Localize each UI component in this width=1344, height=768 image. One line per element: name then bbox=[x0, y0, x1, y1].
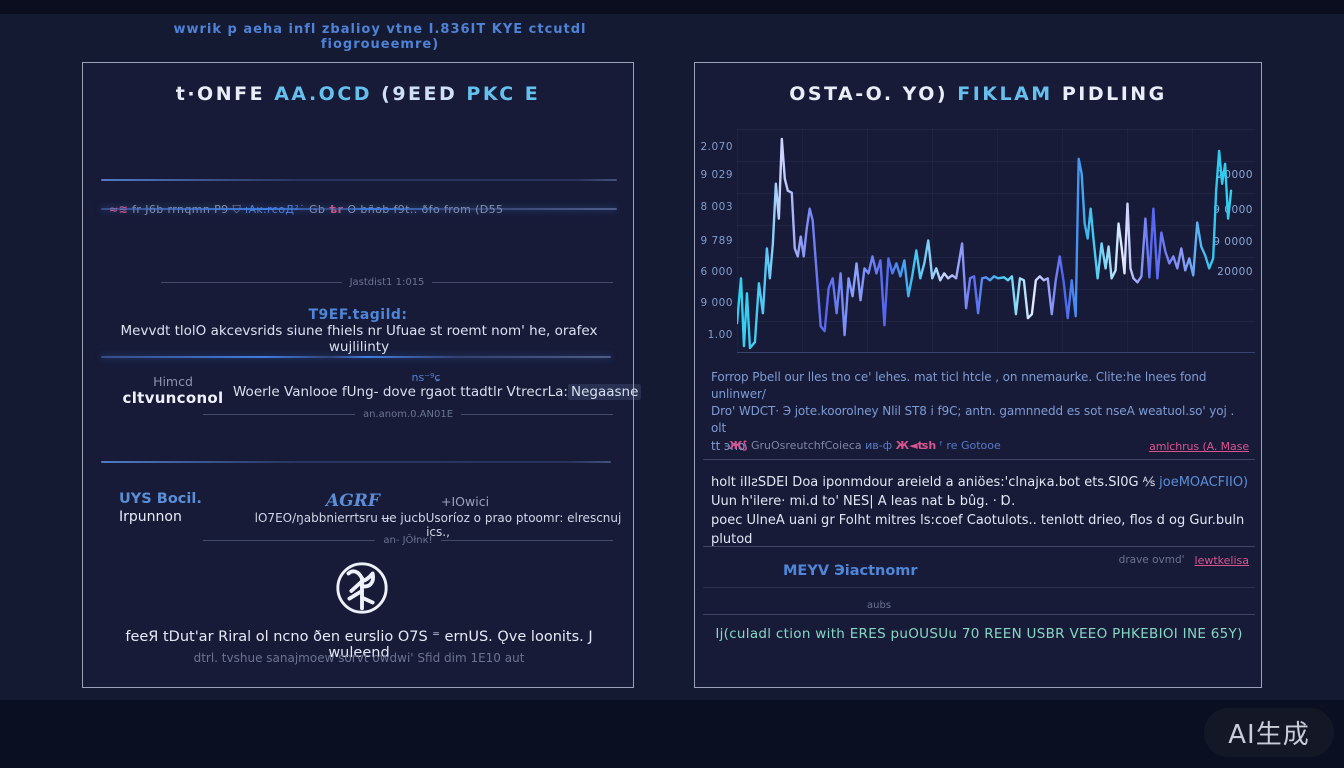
right-para1: Forrop Pbell our lles tno ce' lehes. mat… bbox=[711, 369, 1249, 455]
section-c-body: lO7EO/ŋabbnierrtsru ʉe jucbUsoríoz o pra… bbox=[254, 511, 622, 539]
left-title-seg3: (9EED bbox=[381, 83, 467, 105]
para2-line1-blue[interactable]: joeMOACFIIO) bbox=[1159, 475, 1249, 490]
section-c-label-block: UYS Bocil. Irpunnon bbox=[119, 491, 249, 525]
price-chart: 2.070 9 029 8 003 9 789 6 000 9 000 1.00… bbox=[700, 129, 1255, 353]
bottom-teal-line: Ij(culadl ction with ERES puOUSUu 70 REE… bbox=[715, 626, 1243, 642]
left-footer-line1: feeЯ tDut'ar Riral ol ncno ðen eurslio O… bbox=[125, 629, 593, 661]
left-panel-title: t·ONFE AA.OCD (9EED PKC E bbox=[83, 83, 633, 105]
top-dark-band bbox=[0, 0, 1344, 14]
right-title-seg2: FIKLAM bbox=[957, 83, 1062, 105]
left-title-seg2: AA.OCD bbox=[274, 83, 382, 105]
emblem-icon bbox=[333, 559, 391, 617]
section-c-script: AGRF bbox=[326, 491, 380, 511]
left-divider-3 bbox=[101, 356, 611, 358]
left-divider-4 bbox=[101, 461, 611, 463]
section-a-body: Mevvdt tlolO akcevsrids siune fhiels nr … bbox=[120, 323, 598, 355]
footnote-rule-right bbox=[461, 414, 613, 415]
ytick-left-7: 1.00 bbox=[707, 329, 733, 341]
right-title-seg1: OSTA-O. YO) bbox=[789, 83, 958, 105]
right-title-seg3: PIDLING bbox=[1061, 83, 1167, 105]
footnote-rule-left bbox=[203, 414, 355, 415]
section-b-content: ns⁻⁹ɕ Woerle Vanlooe fUng- dove rgaot tt… bbox=[233, 371, 642, 400]
bottom-dark-band bbox=[0, 700, 1344, 768]
ytick-right-2: 9 0000 bbox=[1213, 204, 1253, 216]
section-b-footnote: an.anom.0.AN01E bbox=[362, 409, 454, 420]
para2-line1-text: holt iIlƨSDEI Doa iponmdour areield a an… bbox=[711, 475, 1160, 490]
section-b-label-main: cltvunconol bbox=[122, 389, 224, 407]
badge-row: Ж⟆ GruOsreutchfCoieca ив-ф Ж◄ʦh ᶠ re Got… bbox=[729, 439, 1249, 452]
section-a-footnote-row: Jastdist1 1:015 bbox=[161, 277, 614, 288]
para1-row3: tt эno amlchrus (A. Mase bbox=[711, 438, 1249, 455]
ai-watermark-badge: AI生成 bbox=[1204, 708, 1334, 757]
left-footer-line2: dtrl. tvshue sanajmoew sorvt owdwi' Sfid… bbox=[193, 651, 525, 665]
para2-line3: poec UlneA uani gr Folht mitres ls:coef … bbox=[711, 513, 1245, 547]
right-divider-3 bbox=[703, 587, 1255, 588]
para2-foot-row: drave ovmd' lewtkelisa bbox=[711, 551, 1249, 570]
small-note: aubs bbox=[867, 600, 892, 611]
ytick-left-5: 6 000 bbox=[700, 266, 733, 278]
section-b-super: ns⁻⁹ɕ bbox=[411, 371, 441, 384]
right-divider-1 bbox=[703, 459, 1255, 460]
right-panel: OSTA-O. YO) FIKLAM PIDLING 2.070 9 029 8… bbox=[694, 62, 1262, 688]
left-subtitle-row: ≈≋ fr J6b rrnqmn P9 ⛉ ıAĸ.rcoД²˙ Gb ѣr O… bbox=[109, 203, 609, 217]
section-b-body-a: Woerle Vanlooe fUng- dove rgaot ttadtlr … bbox=[233, 384, 568, 400]
footnote-rule-right bbox=[440, 540, 613, 541]
section-c-sub: +IOwici bbox=[441, 494, 490, 509]
section-b-label-top: Himcd bbox=[153, 374, 193, 389]
left-divider-2 bbox=[101, 208, 617, 210]
section-a-heading: T9EF.tagild: bbox=[308, 307, 408, 323]
para1-line1: Forrop Pbell our lles tno ce' lehes. mat… bbox=[711, 370, 1207, 401]
section-b-body: Woerle Vanlooe fUng- dove rgaot ttadtlr … bbox=[233, 384, 642, 400]
para2-line2: Uun h'ilere· mi.d to' NES| A leas nat Ь … bbox=[711, 494, 1016, 509]
footnote-rule-left bbox=[203, 540, 376, 541]
ytick-right-3: 9 0000 bbox=[1213, 236, 1253, 248]
section-a-footnote: Jastdist1 1:015 bbox=[349, 277, 425, 288]
badge-text: GruOsreutchfCoieca bbox=[747, 439, 866, 452]
left-divider-1 bbox=[101, 179, 617, 181]
ytick-left-6: 9 000 bbox=[700, 297, 733, 309]
badge-extra3: ᶠ re Gotooe bbox=[936, 439, 1001, 452]
right-divider-4 bbox=[703, 614, 1255, 615]
ytick-left-2: 9 029 bbox=[700, 169, 733, 181]
left-title-seg1: t·ONFE bbox=[175, 83, 275, 105]
ytick-right-4: 20000 bbox=[1217, 266, 1253, 278]
badge-extra1: ив-ф bbox=[865, 439, 896, 452]
right-para2: holt iIlƨSDEI Doa iponmdour areield a an… bbox=[711, 473, 1249, 570]
ai-watermark-text: AI生成 bbox=[1228, 720, 1310, 750]
section-c-label-top: UYS Bocil. bbox=[119, 491, 202, 507]
mev-label: MEYV Эiactnomr bbox=[783, 563, 918, 579]
para1-line3: tt эno bbox=[711, 439, 746, 453]
para2-line1: holt iIlƨSDEI Doa iponmdour areield a an… bbox=[711, 473, 1249, 492]
section-b-label-block: Himcd cltvunconol bbox=[113, 374, 233, 407]
ytick-left-1: 2.070 bbox=[700, 141, 733, 153]
para2-pink-link[interactable]: lewtkelisa bbox=[1194, 554, 1249, 567]
footnote-rule-right bbox=[432, 282, 614, 283]
right-panel-title: OSTA-O. YO) FIKLAM PIDLING bbox=[695, 83, 1261, 105]
footnote-rule-left bbox=[161, 282, 342, 283]
section-c-footnote-row: an- JŌłnк! bbox=[203, 535, 613, 546]
price-line bbox=[737, 137, 1233, 350]
section-b-body-highlight: Negaasne bbox=[567, 384, 642, 400]
left-panel: t·ONFE AA.OCD (9EED PKC E ≈≋ fr J6b rrnq… bbox=[82, 62, 642, 688]
section-b-footnote-row: an.anom.0.AN01E bbox=[203, 409, 613, 420]
section-c-label-main: Irpunnon bbox=[119, 509, 182, 525]
pink-badge-icon: Ж⟆ bbox=[729, 439, 748, 452]
para2-footnote: drave ovmd' bbox=[1118, 554, 1185, 566]
para1-line2: Dro' WDCT· Э jote.koorolney Nlil ST8 i f… bbox=[711, 404, 1235, 435]
right-divider-2 bbox=[703, 546, 1255, 547]
para1-pink-link[interactable]: amlchrus (A. Mase bbox=[1149, 440, 1249, 453]
section-c-footnote: an- JŌłnк! bbox=[383, 535, 433, 546]
ytick-left-4: 9 789 bbox=[700, 235, 733, 247]
ytick-left-3: 8 003 bbox=[700, 201, 733, 213]
page-top-note: wwrik p aeha infl zbalioy vtne I.836IT K… bbox=[173, 22, 587, 52]
left-title-seg4: PKC E bbox=[466, 83, 541, 105]
badge-pink-glyphs: Ж◄ʦh bbox=[895, 439, 937, 452]
price-line-svg bbox=[737, 137, 1233, 350]
